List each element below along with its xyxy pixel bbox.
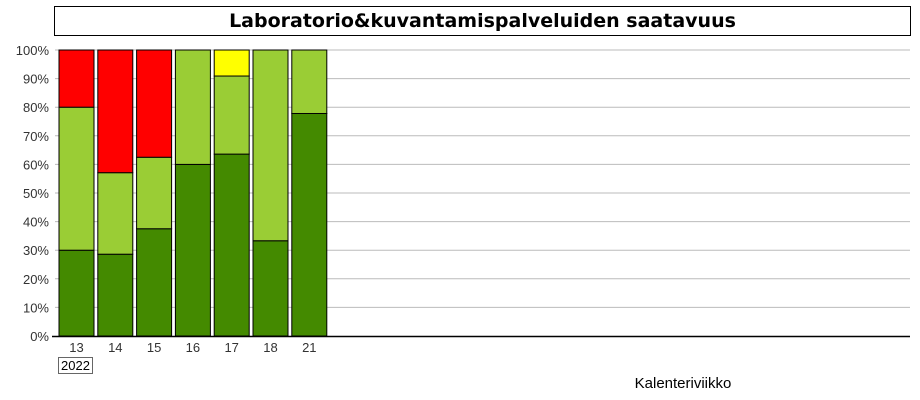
- bar-segment: [97, 49, 134, 174]
- x-tick-label: 14: [108, 340, 122, 355]
- x-tick-label: 17: [224, 340, 238, 355]
- bar-segment: [136, 228, 173, 337]
- x-tick-label: 15: [147, 340, 161, 355]
- bar-segment: [58, 49, 95, 108]
- y-tick-label: 30%: [23, 243, 49, 258]
- bar-segment: [58, 249, 95, 337]
- y-tick-label: 10%: [23, 300, 49, 315]
- bar-segment: [136, 156, 173, 230]
- x-tick-label: 16: [186, 340, 200, 355]
- x-tick-label: 21: [302, 340, 316, 355]
- bar-segment: [213, 49, 250, 77]
- bar-segment: [252, 240, 289, 337]
- y-tick-label: 40%: [23, 215, 49, 230]
- bar-segment: [213, 153, 250, 337]
- bar-segment: [97, 253, 134, 337]
- bar-segment: [174, 163, 211, 337]
- year-label: 2022: [58, 357, 93, 374]
- y-tick-label: 80%: [23, 100, 49, 115]
- bar-segment: [136, 49, 173, 158]
- y-tick-label: 50%: [23, 186, 49, 201]
- bar-segment: [174, 49, 211, 165]
- x-tick-label: 18: [263, 340, 277, 355]
- x-tick-label: 13: [69, 340, 83, 355]
- bar-segment: [291, 49, 328, 114]
- bar-segment: [58, 106, 95, 251]
- bar-segment: [97, 172, 134, 255]
- bar-segment: [252, 49, 289, 242]
- y-tick-label: 20%: [23, 272, 49, 287]
- y-tick-label: 90%: [23, 72, 49, 87]
- chart-title: Laboratorio&kuvantamispalveluiden saatav…: [54, 6, 911, 36]
- bar-segment: [291, 112, 328, 337]
- y-tick-label: 70%: [23, 129, 49, 144]
- x-axis-label: Kalenteriviikko: [634, 375, 732, 392]
- y-tick-label: 100%: [16, 43, 50, 58]
- bar-segment: [213, 75, 250, 155]
- y-tick-label: 60%: [23, 157, 49, 172]
- y-tick-label: 0%: [30, 329, 49, 344]
